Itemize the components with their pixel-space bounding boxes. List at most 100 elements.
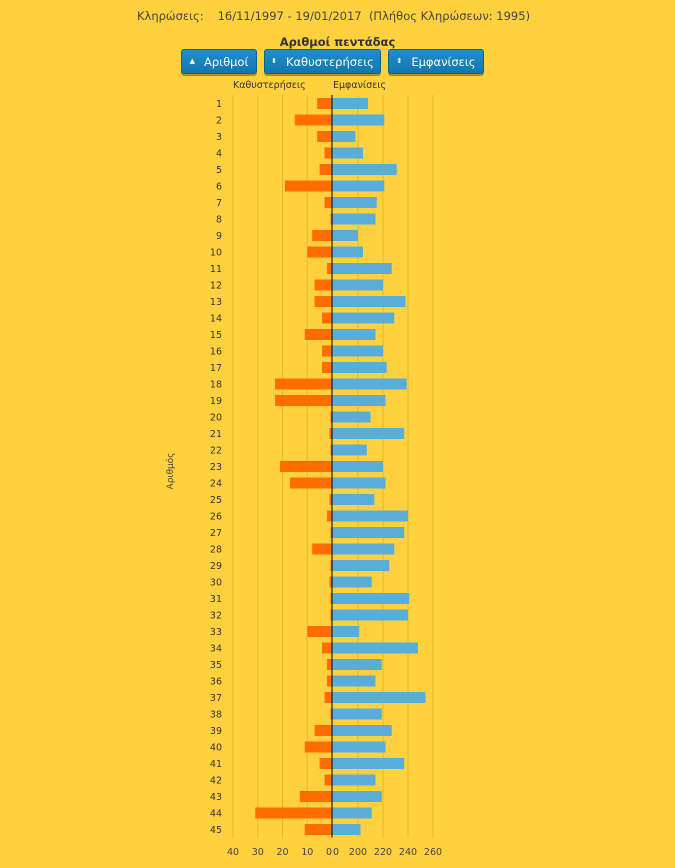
category-label: 10 <box>210 248 222 259</box>
appearances-bar <box>332 378 407 390</box>
delays-bar <box>275 378 332 390</box>
appearances-bar <box>332 213 376 225</box>
category-label: 17 <box>210 363 222 374</box>
sort-up-icon: ▲ <box>189 57 196 65</box>
appearances-bar <box>332 444 367 456</box>
sort-by-appearances-button[interactable]: ⬍ Εμφανίσεις <box>388 49 484 74</box>
x-tick-label-delays: 20 <box>276 847 288 858</box>
appearances-bar <box>332 428 405 439</box>
category-label: 18 <box>210 380 222 391</box>
category-label: 42 <box>210 776 222 787</box>
category-label: 45 <box>210 825 222 836</box>
delays-bar <box>317 98 332 109</box>
appearances-bar <box>332 576 372 588</box>
appearances-bar <box>332 180 385 192</box>
appearances-bar <box>332 263 392 274</box>
delays-bar <box>275 395 332 406</box>
chart-title: Αριθμοί πεντάδας <box>279 35 396 49</box>
appearances-bar <box>332 807 372 819</box>
appearances-bar <box>332 279 383 291</box>
category-label: 24 <box>210 479 222 490</box>
delays-bar <box>330 609 332 621</box>
appearances-bar <box>332 609 408 621</box>
appearances-bar <box>332 725 392 736</box>
delays-bar <box>317 131 332 142</box>
appearances-bar <box>332 675 376 687</box>
delays-bar <box>314 279 332 291</box>
appearances-bar <box>332 131 356 142</box>
x-tick-label-delays: 10 <box>301 847 313 858</box>
category-label: 36 <box>210 677 222 688</box>
delays-bar <box>330 560 332 571</box>
category-label: 35 <box>210 660 222 671</box>
appearances-bar <box>332 659 382 670</box>
category-label: 27 <box>210 528 222 539</box>
x-tick-label-delays: 40 <box>227 847 239 858</box>
appearances-bar <box>332 98 368 109</box>
appearances-bar <box>332 147 363 159</box>
category-label: 12 <box>210 281 222 292</box>
delays-bar <box>299 791 332 802</box>
appearances-bar <box>332 560 390 571</box>
appearances-bar <box>332 197 377 208</box>
category-label: 32 <box>210 611 222 622</box>
sort-by-delays-button[interactable]: ⬍ Καθυστερήσεις <box>264 49 381 74</box>
delays-bar <box>327 263 332 274</box>
delays-bar <box>307 626 332 637</box>
category-label: 23 <box>210 462 222 473</box>
category-label: 40 <box>210 743 222 754</box>
category-label: 31 <box>210 594 222 605</box>
category-label: 33 <box>210 627 222 638</box>
appearances-bar <box>332 543 395 555</box>
delays-bar <box>322 362 332 373</box>
x-tick-label-delays: 0 <box>326 847 332 858</box>
appearances-bar <box>332 345 383 357</box>
category-label: 25 <box>210 495 222 506</box>
delays-bar <box>330 444 332 456</box>
delays-bar <box>314 725 332 736</box>
appearances-bar <box>332 774 376 786</box>
category-label: 7 <box>216 198 222 209</box>
category-label: 34 <box>210 644 222 655</box>
x-tick-label-appearances: 220 <box>374 847 392 858</box>
appearances-bar <box>332 164 397 175</box>
category-label: 11 <box>210 264 222 275</box>
draws-count: (Πλήθος Κληρώσεων: 1995) <box>368 9 531 23</box>
sort-by-number-button[interactable]: ▲ Αριθμοί <box>181 49 257 74</box>
delays-bar <box>329 494 332 505</box>
appearances-series-label: Εμφανίσεις <box>333 80 387 91</box>
delays-bar <box>327 510 332 522</box>
category-label: 3 <box>216 132 222 143</box>
x-tick-label-appearances: 240 <box>399 847 417 858</box>
appearances-bar <box>332 642 418 654</box>
category-label: 15 <box>210 330 222 341</box>
delays-bar <box>327 675 332 687</box>
category-label: 22 <box>210 446 222 457</box>
category-label: 29 <box>210 561 222 572</box>
delays-bar <box>322 642 332 654</box>
category-label: 26 <box>210 512 222 523</box>
appearances-bar <box>332 329 376 340</box>
category-label: 8 <box>216 215 222 226</box>
delays-bar <box>324 774 332 786</box>
category-label: 13 <box>210 297 222 308</box>
category-label: 38 <box>210 710 222 721</box>
delays-bar <box>255 807 332 819</box>
delays-bar <box>327 659 332 670</box>
appearances-bar <box>332 296 406 307</box>
draws-label: Κληρώσεις: <box>137 9 204 23</box>
category-label: 41 <box>210 759 222 770</box>
delays-bar <box>312 543 332 555</box>
appearances-bar <box>332 593 410 604</box>
delays-bar <box>330 411 332 423</box>
category-label: 2 <box>216 116 222 127</box>
category-label: 39 <box>210 726 222 737</box>
category-label: 6 <box>216 182 222 193</box>
delays-bar <box>330 213 332 225</box>
delays-bar <box>294 114 332 126</box>
appearances-bar <box>332 230 358 241</box>
delays-bar <box>304 329 332 340</box>
delays-bar <box>330 708 332 720</box>
category-label: 21 <box>210 429 222 440</box>
appearances-bar <box>332 824 361 835</box>
